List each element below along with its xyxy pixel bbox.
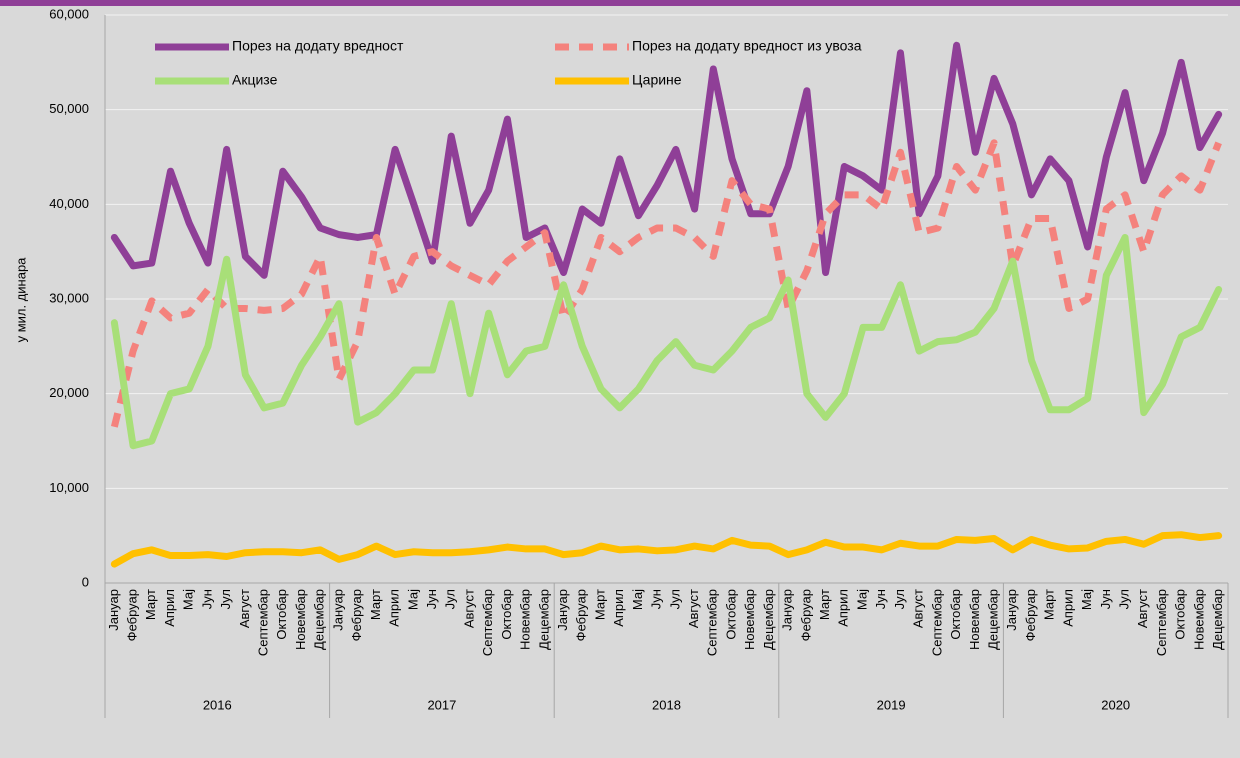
- legend-label: Порез на додату вредност: [232, 38, 404, 54]
- x-tick-label: Март: [592, 589, 607, 620]
- x-tick-label: Мај: [1079, 589, 1094, 610]
- x-tick-label: Август: [686, 589, 701, 628]
- x-tick-label: Октобар: [274, 589, 289, 640]
- x-tick-label: Март: [143, 589, 158, 620]
- y-tick-label: 60,000: [49, 6, 89, 21]
- x-tick-label: Јануар: [1004, 589, 1019, 631]
- series-line: [110, 531, 1223, 568]
- x-tick-label: Јун: [1098, 589, 1113, 609]
- x-tick-label: Јануар: [106, 589, 121, 631]
- x-tick-label: Октобар: [1173, 589, 1188, 640]
- x-tick-label: Април: [1060, 589, 1075, 627]
- top-bar: [0, 0, 1240, 6]
- group-label: 2016: [203, 697, 232, 712]
- x-tick-label: Март: [817, 589, 832, 620]
- x-tick-label: Новембар: [742, 589, 757, 650]
- x-tick-label: Јул: [667, 589, 682, 609]
- x-tick-label: Јул: [892, 589, 907, 609]
- x-tick-label: Септембар: [929, 589, 944, 656]
- x-tick-label: Мај: [630, 589, 645, 610]
- series-line: [110, 233, 1223, 450]
- x-tick-label: Јануар: [780, 589, 795, 631]
- legend-label: Акцизе: [232, 72, 278, 88]
- x-tick-label: Август: [911, 589, 926, 628]
- x-tick-label: Август: [237, 589, 252, 628]
- x-tick-label: Март: [1042, 589, 1057, 620]
- x-tick-label: Фебруар: [574, 589, 589, 641]
- x-tick-label: Фебруар: [1023, 589, 1038, 641]
- group-label: 2017: [427, 697, 456, 712]
- x-tick-label: Јануар: [330, 589, 345, 631]
- y-tick-label: 10,000: [49, 480, 89, 495]
- x-tick-label: Јун: [649, 589, 664, 609]
- y-tick-label: 50,000: [49, 101, 89, 116]
- x-tick-label: Децембар: [761, 589, 776, 650]
- legend-label: Царине: [632, 72, 682, 88]
- x-tick-label: Јул: [1116, 589, 1131, 609]
- y-tick-label: 20,000: [49, 385, 89, 400]
- x-tick-label: Март: [368, 589, 383, 620]
- x-tick-label: Април: [836, 589, 851, 627]
- x-tick-label: Јун: [424, 589, 439, 609]
- x-tick-label: Септембар: [256, 589, 271, 656]
- x-tick-label: Децембар: [536, 589, 551, 650]
- x-tick-label: Јун: [873, 589, 888, 609]
- x-tick-label: Мај: [181, 589, 196, 610]
- x-tick-label: Април: [611, 589, 626, 627]
- series-line: [110, 41, 1223, 279]
- group-label: 2018: [652, 697, 681, 712]
- x-tick-label: Октобар: [723, 589, 738, 640]
- x-tick-label: Август: [461, 589, 476, 628]
- x-tick-label: Септембар: [480, 589, 495, 656]
- y-tick-label: 0: [82, 574, 89, 589]
- group-label: 2019: [877, 697, 906, 712]
- y-tick-label: 30,000: [49, 290, 89, 305]
- legend-label: Порез на додату вредност из увоза: [632, 38, 862, 54]
- x-tick-label: Април: [387, 589, 402, 627]
- x-tick-label: Новембар: [967, 589, 982, 650]
- x-tick-label: Новембар: [518, 589, 533, 650]
- x-tick-label: Фебруар: [349, 589, 364, 641]
- x-tick-label: Децембар: [985, 589, 1000, 650]
- x-tick-label: Октобар: [948, 589, 963, 640]
- x-tick-label: Септембар: [1154, 589, 1169, 656]
- y-axis-label: у мил. динара: [13, 257, 28, 343]
- x-tick-label: Август: [1135, 589, 1150, 628]
- x-tick-label: Фебруар: [125, 589, 140, 641]
- x-tick-label: Јул: [218, 589, 233, 609]
- x-tick-label: Фебруар: [798, 589, 813, 641]
- group-label: 2020: [1101, 697, 1130, 712]
- x-tick-label: Октобар: [499, 589, 514, 640]
- x-tick-label: Новембар: [293, 589, 308, 650]
- x-tick-label: Мај: [405, 589, 420, 610]
- x-tick-label: Новембар: [1191, 589, 1206, 650]
- x-tick-label: Децембар: [1210, 589, 1225, 650]
- x-tick-label: Јун: [199, 589, 214, 609]
- x-tick-label: Јануар: [555, 589, 570, 631]
- x-tick-label: Јул: [443, 589, 458, 609]
- x-tick-label: Децембар: [312, 589, 327, 650]
- x-tick-label: Септембар: [705, 589, 720, 656]
- x-tick-label: Април: [162, 589, 177, 627]
- y-tick-label: 40,000: [49, 196, 89, 211]
- x-tick-label: Мај: [854, 589, 869, 610]
